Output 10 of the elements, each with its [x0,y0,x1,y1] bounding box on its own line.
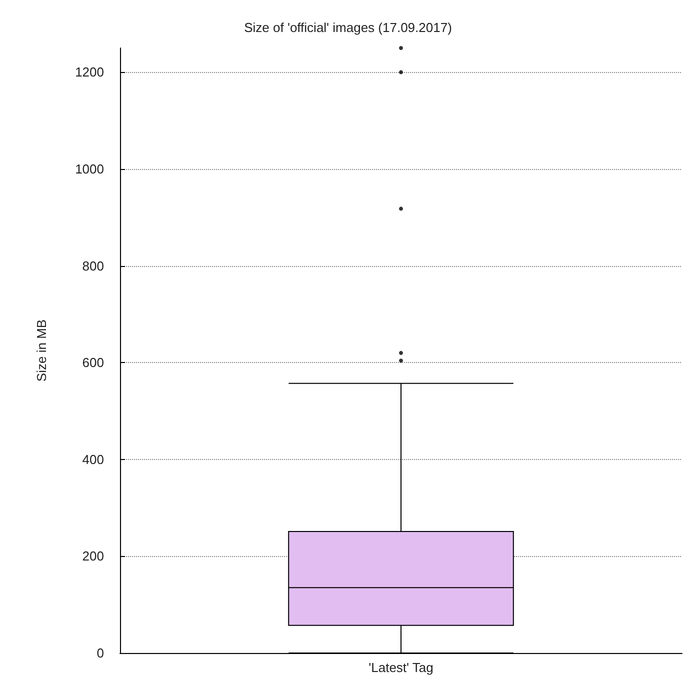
y-tick-label: 1200 [75,64,104,80]
y-tick-label: 200 [82,548,104,564]
y-axis-title: Size in MB [34,319,49,382]
x-tick-label: 'Latest' Tag [368,660,434,675]
y-tick-label: 600 [82,355,104,370]
y-tick-label: 1000 [75,162,104,176]
y-tick-label: 0 [96,646,104,660]
y-tick-label: 800 [82,258,104,274]
y-tick-label: 400 [82,452,104,467]
chart-title: Size of 'official' images (17.09.2017) [244,20,452,35]
